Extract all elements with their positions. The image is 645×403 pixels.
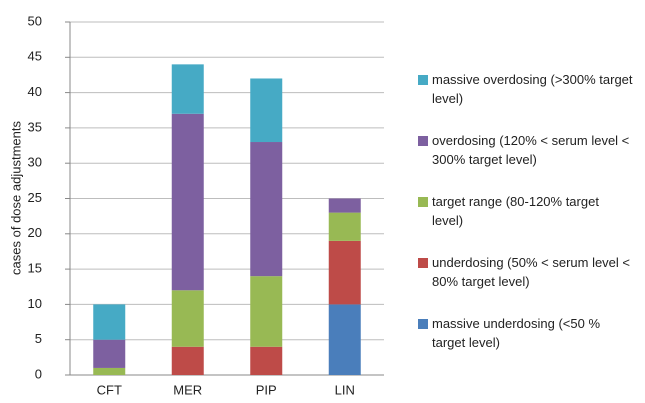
bar-segment	[328, 240, 361, 305]
bar-segment	[328, 212, 361, 241]
bar-segment	[250, 276, 283, 347]
y-tick-label: 0	[35, 366, 42, 381]
x-tick-label: LIN	[335, 382, 355, 397]
y-tick-label: 50	[28, 13, 42, 28]
y-tick-label: 5	[35, 331, 42, 346]
legend-label: target range (80-120% target level)	[432, 194, 599, 228]
y-tick-label: 15	[28, 261, 42, 276]
y-tick-label: 30	[28, 155, 42, 170]
legend-item: massive overdosing (>300% target level)	[418, 70, 633, 131]
bar-segment	[171, 64, 204, 114]
bar-segment	[250, 346, 283, 375]
legend-label: overdosing (120% < serum level < 300% ta…	[432, 133, 630, 167]
bar-segment	[171, 113, 204, 291]
legend-item: underdosing (50% < serum level < 80% tar…	[418, 253, 633, 314]
bar-segment	[250, 142, 283, 277]
legend-swatch	[418, 75, 428, 85]
bar-segment	[171, 290, 204, 347]
x-tick-label: PIP	[256, 382, 277, 397]
y-tick-label: 35	[28, 119, 42, 134]
legend-label: massive overdosing (>300% target level)	[432, 72, 633, 106]
legend: massive overdosing (>300% target level) o…	[418, 70, 633, 375]
legend-swatch	[418, 258, 428, 268]
bar-segment	[328, 198, 361, 213]
legend-swatch	[418, 319, 428, 329]
legend-label: massive underdosing (<50 % target level)	[432, 316, 601, 350]
bar-segment	[250, 78, 283, 143]
y-tick-label: 25	[28, 190, 42, 205]
bar-segment	[93, 367, 126, 375]
legend-swatch	[418, 136, 428, 146]
y-tick-label: 20	[28, 225, 42, 240]
x-tick-label: CFT	[97, 382, 122, 397]
x-tick-label: MER	[173, 382, 202, 397]
legend-item: massive underdosing (<50 % target level)	[418, 314, 633, 375]
y-axis-label: cases of dose adjustments	[8, 121, 23, 275]
y-tick-label: 10	[28, 296, 42, 311]
legend-item: target range (80-120% target level)	[418, 192, 633, 253]
y-tick-label: 45	[28, 49, 42, 64]
legend-swatch	[418, 197, 428, 207]
legend-item: overdosing (120% < serum level < 300% ta…	[418, 131, 633, 192]
bar-segment	[93, 339, 126, 368]
bar-segment	[328, 304, 361, 375]
bar-segment	[171, 346, 204, 375]
y-tick-label: 40	[28, 84, 42, 99]
legend-label: underdosing (50% < serum level < 80% tar…	[432, 255, 631, 289]
bar-segment	[93, 304, 126, 340]
